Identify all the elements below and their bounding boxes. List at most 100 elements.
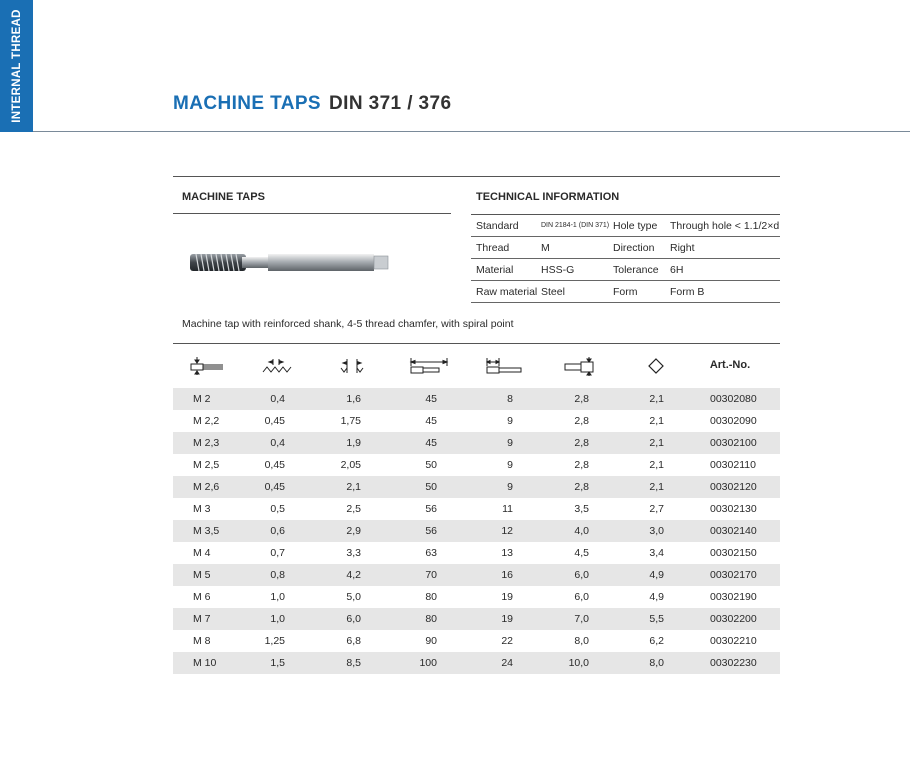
tech-label: Tolerance [613,263,659,276]
tech-value: Form B [670,285,705,298]
overall-length-cell: 63 [425,547,437,559]
thread-length-cell: 13 [501,547,513,559]
article-number-cell: 00302110 [710,459,756,471]
core-hole-cell: 3,3 [346,547,361,559]
core-hole-cell: 1,9 [346,437,361,449]
tech-value: Steel [541,285,565,298]
thread-length-cell: 9 [507,459,513,471]
square-cell: 6,2 [649,635,664,647]
overall-length-cell: 70 [425,569,437,581]
square-cell: 2,1 [649,481,664,493]
tech-label: Direction [613,241,655,254]
tech-label: Standard [476,219,519,232]
square-cell: 3,4 [649,547,664,559]
table-row: M 10 1,5 8,5 100 24 10,0 8,0 00302230 [173,652,780,674]
size-cell: M 2,3 [193,437,220,449]
overall-length-cell: 50 [425,481,437,493]
size-cell: M 7 [193,613,211,625]
thread-length-icon [475,355,535,377]
square-cell: 2,1 [649,437,664,449]
technical-info-table: Standard DIN 2184-1 (DIN 371) Hole type … [471,215,780,303]
pitch-cell: 0,4 [270,393,285,405]
shank-diameter-cell: 3,5 [574,503,589,515]
table-row: M 2,3 0,4 1,9 45 9 2,8 2,1 00302100 [173,432,780,454]
core-hole-diameter-icon [323,355,383,377]
tap-sizes-table: M 2 0,4 1,6 45 8 2,8 2,1 00302080 M 2,2 0,45 1,75 4… [173,388,780,674]
thread-length-cell: 12 [501,525,513,537]
pitch-cell: 0,7 [270,547,285,559]
article-number-cell: 00302150 [710,547,757,559]
size-cell: M 5 [193,569,211,581]
page-title: MACHINE TAPS DIN 371 / 376 [173,93,451,115]
shank-diameter-cell: 2,8 [574,459,589,471]
square-size-icon [626,355,686,377]
size-cell: M 2,5 [193,459,220,471]
size-cell: M 8 [193,635,211,647]
pitch-cell: 0,4 [270,437,285,449]
tech-row-standard: Standard DIN 2184-1 (DIN 371) Hole type … [471,215,780,237]
size-cell: M 2,2 [193,415,220,427]
size-cell: M 3 [193,503,211,515]
tech-row-raw-material: Raw material Steel Form Form B [471,281,780,303]
tech-row-thread: Thread M Direction Right [471,237,780,259]
article-number-cell: 00302120 [710,481,757,493]
thread-pitch-icon [247,355,307,377]
overall-length-cell: 56 [425,525,437,537]
size-cell: M 6 [193,591,211,603]
table-row: M 5 0,8 4,2 70 16 6,0 4,9 00302170 [173,564,780,586]
thread-length-cell: 9 [507,415,513,427]
pitch-cell: 1,5 [270,657,285,669]
table-row: M 2,6 0,45 2,1 50 9 2,8 2,1 00302120 [173,476,780,498]
core-hole-cell: 2,1 [346,481,361,493]
tap-diameter-icon [177,355,237,377]
thread-length-cell: 24 [501,657,513,669]
article-number-cell: 00302230 [710,657,757,669]
pitch-cell: 0,8 [270,569,285,581]
tech-label: Thread [476,241,510,254]
pitch-cell: 0,5 [270,503,285,515]
shank-diameter-cell: 6,0 [574,569,589,581]
header-divider [33,131,910,132]
art-no-header: Art.-No. [709,359,751,371]
pitch-cell: 1,0 [270,591,285,603]
square-cell: 4,9 [649,591,664,603]
table-row: M 2,5 0,45 2,05 50 9 2,8 2,1 00302110 [173,454,780,476]
tech-value: HSS-G [541,263,575,276]
overall-length-cell: 56 [425,503,437,515]
pitch-cell: 0,45 [264,415,285,427]
core-hole-cell: 2,5 [346,503,361,515]
thread-length-cell: 9 [507,437,513,449]
table-row: M 2,2 0,45 1,75 45 9 2,8 2,1 00302090 [173,410,780,432]
shank-diameter-cell: 4,5 [574,547,589,559]
machine-tap-image [190,253,389,272]
size-cell: M 10 [193,657,217,669]
core-hole-cell: 6,8 [346,635,361,647]
core-hole-cell: 4,2 [346,569,361,581]
tech-label: Raw material [476,285,538,298]
product-caption: Machine tap with reinforced shank, 4-5 t… [182,318,514,330]
table-row: M 4 0,7 3,3 63 13 4,5 3,4 00302150 [173,542,780,564]
tech-value: Right [670,241,695,254]
square-cell: 8,0 [649,657,664,669]
overall-length-icon [399,355,459,377]
square-cell: 2,1 [649,393,664,405]
size-cell: M 4 [193,547,211,559]
overall-length-cell: 100 [419,657,437,669]
core-hole-cell: 8,5 [346,657,361,669]
overall-length-cell: 80 [425,591,437,603]
pitch-cell: 1,0 [270,613,285,625]
overall-length-cell: 50 [425,459,437,471]
shank-diameter-cell: 7,0 [574,613,589,625]
article-number-cell: 00302130 [710,503,757,515]
article-number-cell: 00302170 [710,569,757,581]
table-row: M 3 0,5 2,5 56 11 3,5 2,7 00302130 [173,498,780,520]
square-cell: 2,1 [649,459,664,471]
product-heading: MACHINE TAPS [182,191,265,203]
page-title-standard: DIN 371 / 376 [329,93,452,114]
tech-heading-rule [471,214,780,215]
article-number-cell: 00302100 [710,437,757,449]
shank-diameter-cell: 2,8 [574,415,589,427]
square-cell: 2,7 [649,503,664,515]
thread-length-cell: 19 [501,591,513,603]
shank-diameter-icon [551,355,611,377]
